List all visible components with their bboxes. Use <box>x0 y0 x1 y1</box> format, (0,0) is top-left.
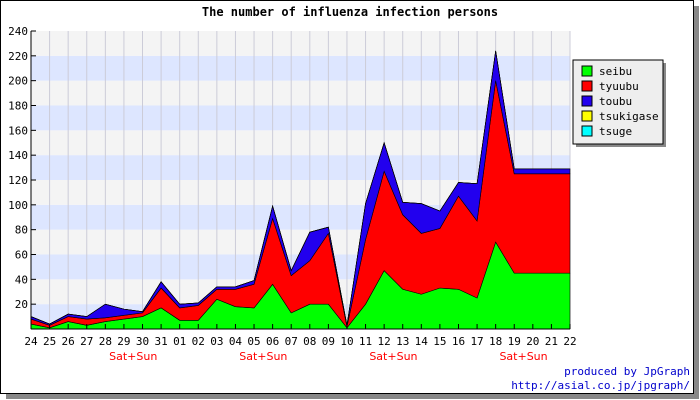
y-tick-label: 80 <box>15 224 28 237</box>
x-tick-label: 06 <box>266 335 279 348</box>
x-tick-label: 16 <box>452 335 465 348</box>
x-tick-label: 01 <box>173 335 186 348</box>
x-tick-label: 12 <box>378 335 391 348</box>
legend-label-toubu: toubu <box>599 95 632 108</box>
x-tick-label: 25 <box>43 335 56 348</box>
x-tick-label: 09 <box>322 335 335 348</box>
x-tick-label: 15 <box>433 335 446 348</box>
legend-swatch-tsukigase <box>581 110 593 122</box>
x-tick-label: 13 <box>396 335 409 348</box>
frame-shadow <box>6 394 699 399</box>
legend: seibu tyuubu toubu tsukigase tsuge <box>572 59 666 147</box>
y-tick-label: 220 <box>8 50 28 63</box>
plot-band <box>31 55 570 81</box>
legend-swatch-seibu <box>581 65 593 77</box>
plot-band <box>31 31 570 56</box>
y-tick-label: 60 <box>15 249 28 262</box>
y-tick-label: 140 <box>8 149 28 162</box>
credit-line2[interactable]: http://asial.co.jp/jpgraph/ <box>511 379 690 392</box>
x-tick-label: 05 <box>247 335 260 348</box>
x-tick-label: 17 <box>470 335 483 348</box>
plot-band <box>31 130 570 156</box>
legend-label-tyuubu: tyuubu <box>599 80 639 93</box>
x-tick-label: 03 <box>210 335 223 348</box>
x-tick-label: 07 <box>285 335 298 348</box>
x-tick-label: 11 <box>359 335 372 348</box>
legend-label-tsuge: tsuge <box>599 125 632 138</box>
weekend-label: Sat+Sun <box>369 350 417 363</box>
y-tick-label: 160 <box>8 124 28 137</box>
y-tick-label: 240 <box>8 25 28 38</box>
plot-band <box>31 105 570 131</box>
legend-swatch-tsuge <box>581 125 593 137</box>
x-tick-label: 22 <box>563 335 576 348</box>
x-tick-label: 31 <box>154 335 167 348</box>
x-tick-label: 14 <box>415 335 429 348</box>
x-tick-label: 21 <box>545 335 558 348</box>
y-tick-label: 120 <box>8 174 28 187</box>
x-tick-label: 02 <box>192 335 205 348</box>
weekend-label: Sat+Sun <box>239 350 287 363</box>
x-tick-label: 20 <box>526 335 539 348</box>
weekend-label: Sat+Sun <box>109 350 157 363</box>
plot-band <box>31 80 570 106</box>
y-tick-label: 20 <box>15 298 28 311</box>
y-tick-label: 100 <box>8 199 28 212</box>
area-tsuge <box>30 50 570 326</box>
x-tick-label: 10 <box>340 335 353 348</box>
x-tick-label: 27 <box>80 335 93 348</box>
legend-label-tsukigase: tsukigase <box>599 110 659 123</box>
chart-title: The number of influenza infection person… <box>202 5 498 19</box>
grid-lines <box>30 31 571 329</box>
y-tick-label: 40 <box>15 273 28 286</box>
y-tick-label: 200 <box>8 75 28 88</box>
x-tick-label: 30 <box>136 335 149 348</box>
legend-label-seibu: seibu <box>599 65 632 78</box>
x-tick-label: 18 <box>489 335 502 348</box>
x-tick-label: 24 <box>24 335 38 348</box>
x-tick-label: 04 <box>229 335 243 348</box>
legend-swatch-toubu <box>581 95 593 107</box>
weekend-label: Sat+Sun <box>499 350 547 363</box>
frame-shadow <box>694 6 699 399</box>
x-tick-label: 29 <box>117 335 130 348</box>
credit-line1: produced by JpGraph <box>564 365 690 378</box>
legend-swatch-tyuubu <box>581 80 593 92</box>
x-tick-label: 19 <box>508 335 521 348</box>
x-tick-label: 28 <box>99 335 112 348</box>
y-tick-label: 180 <box>8 100 28 113</box>
x-tick-label: 08 <box>303 335 316 348</box>
x-tick-label: 26 <box>62 335 75 348</box>
